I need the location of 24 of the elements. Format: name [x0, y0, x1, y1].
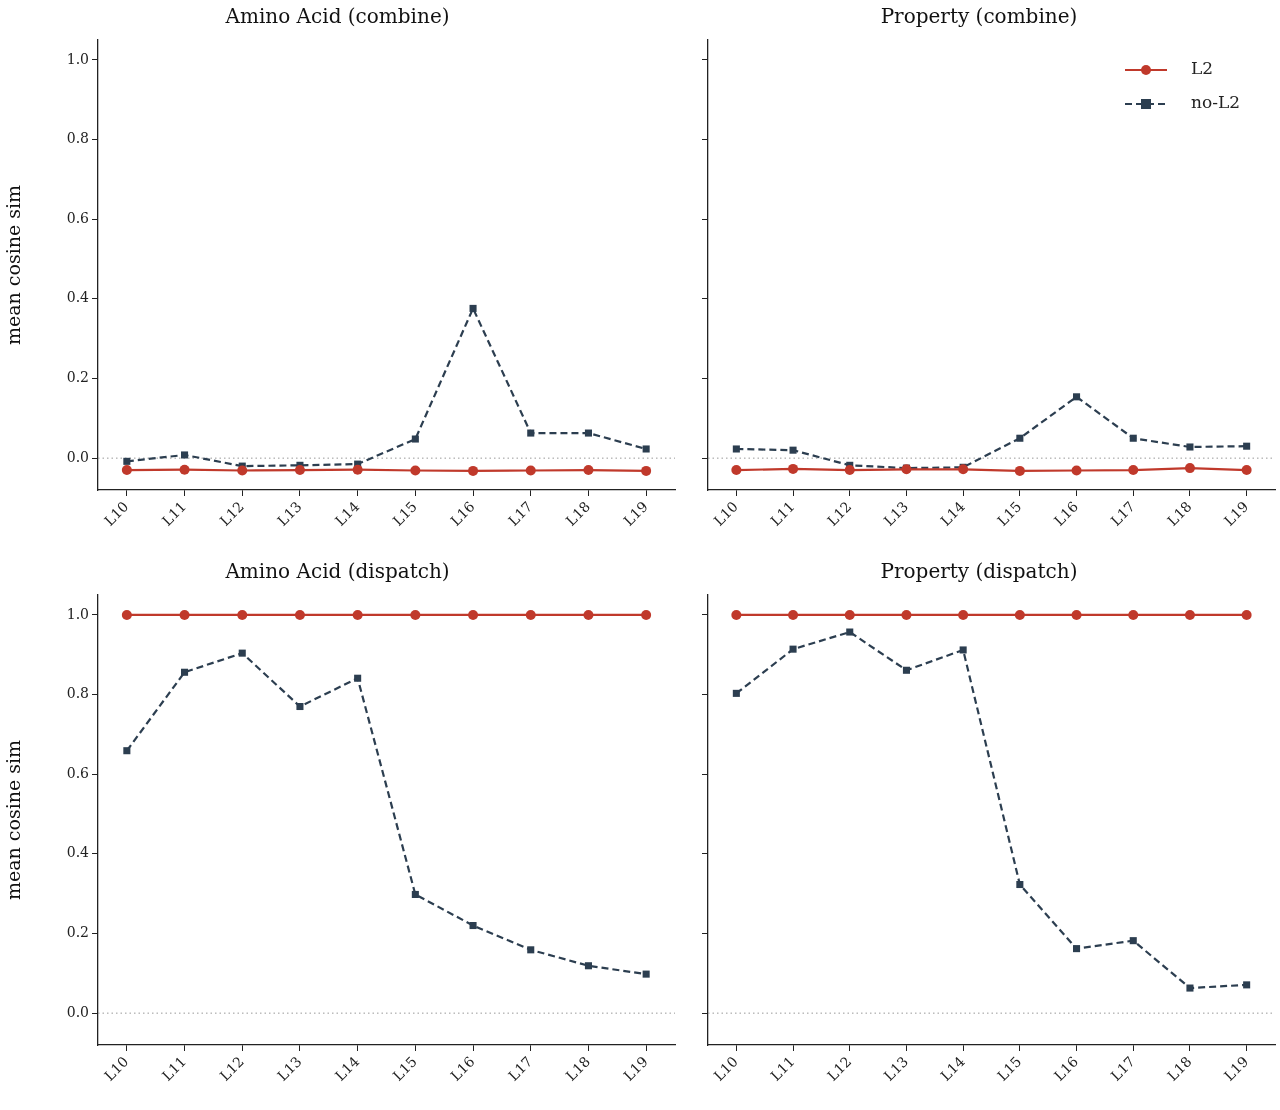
chart-title: Property (combine) — [880, 4, 1078, 29]
chart-title: Amino Acid (combine) — [224, 4, 450, 29]
chart-title: Amino Acid (dispatch) — [224, 559, 450, 584]
y-tick-label: 0.8 — [66, 685, 89, 702]
y-tick-label: 0.4 — [66, 844, 90, 861]
y-tick-label: 0.4 — [66, 289, 90, 306]
x-tick-label: L11 — [158, 498, 190, 529]
y-tick-label: 0.0 — [66, 448, 89, 465]
y-tick-label: 0.0 — [66, 1003, 89, 1020]
x-tick-label: L11 — [158, 1053, 190, 1084]
y-tick-label: 0.6 — [66, 209, 90, 226]
y-tick-label: 0.8 — [66, 130, 89, 147]
y-tick-label: 1.0 — [66, 50, 89, 67]
y-tick-label: 0.6 — [66, 764, 90, 781]
x-tick-label: L11 — [767, 498, 798, 529]
y-tick-label: 0.2 — [66, 369, 89, 386]
legend-label: L2 — [1191, 58, 1214, 79]
y-axis-title: mean cosine sim — [2, 184, 25, 346]
y-tick-label: 0.2 — [66, 924, 89, 941]
x-tick-label: L11 — [767, 1053, 798, 1084]
chart-title: Property (dispatch) — [880, 559, 1078, 584]
y-tick-label: 1.0 — [66, 605, 89, 622]
y-axis-title: mean cosine sim — [2, 739, 25, 901]
legend-label: no-L2 — [1191, 92, 1241, 113]
